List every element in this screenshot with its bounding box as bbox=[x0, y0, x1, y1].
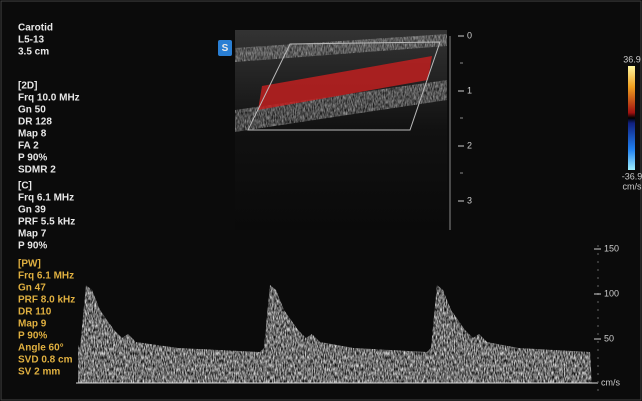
color-min: -36.9 bbox=[622, 171, 642, 181]
parameter: Frq 6.1 MHz bbox=[18, 193, 74, 204]
velocity-label: 150 bbox=[604, 243, 619, 253]
parameter: P 90% bbox=[18, 153, 47, 164]
parameter: P 90% bbox=[18, 241, 47, 252]
parameter: P 90% bbox=[18, 331, 47, 342]
velocity-unit: cm/s bbox=[601, 377, 620, 387]
parameter: Gn 39 bbox=[18, 205, 46, 216]
section-title: [PW] bbox=[18, 259, 41, 270]
parameter: Map 9 bbox=[18, 319, 47, 330]
parameter: FA 2 bbox=[18, 141, 39, 152]
tissue-layer bbox=[235, 34, 447, 62]
parameter: PRF 8.0 kHz bbox=[18, 295, 75, 306]
parameter: Map 7 bbox=[18, 229, 47, 240]
parameter: Gn 50 bbox=[18, 105, 46, 116]
parameter: SVD 0.8 cm bbox=[18, 355, 73, 366]
icon-badge bbox=[218, 40, 232, 56]
color-unit: cm/s bbox=[623, 181, 642, 191]
header-probe: L5-13 bbox=[18, 35, 45, 46]
depth-label: 1 bbox=[467, 85, 472, 95]
color-bar bbox=[628, 66, 635, 170]
depth-label: 0 bbox=[467, 30, 472, 40]
section-title: [C] bbox=[18, 181, 32, 192]
depth-label: 3 bbox=[467, 195, 472, 205]
parameter: DR 110 bbox=[18, 307, 52, 318]
parameter: DR 128 bbox=[18, 117, 52, 128]
spectral-waveform bbox=[78, 285, 592, 383]
parameter: SDMR 2 bbox=[18, 165, 56, 176]
parameter: PRF 5.5 kHz bbox=[18, 217, 75, 228]
header-depth: 3.5 cm bbox=[18, 47, 49, 58]
parameter: Frq 10.0 MHz bbox=[18, 93, 80, 104]
velocity-label: 50 bbox=[604, 333, 614, 343]
color-box bbox=[247, 41, 441, 131]
parameter: Map 8 bbox=[18, 129, 47, 140]
parameter: Gn 47 bbox=[18, 283, 46, 294]
depth-label: 2 bbox=[467, 140, 472, 150]
parameter: Frq 6.1 MHz bbox=[18, 271, 74, 282]
velocity-label: 100 bbox=[604, 288, 619, 298]
color-max: 36.9 bbox=[623, 54, 641, 64]
parameter: SV 2 mm bbox=[18, 367, 60, 378]
section-title: [2D] bbox=[18, 81, 37, 92]
color-flow bbox=[258, 56, 432, 110]
header-preset: Carotid bbox=[18, 23, 53, 34]
icon: S bbox=[222, 43, 229, 54]
tissue-layer bbox=[235, 80, 447, 132]
parameter: Angle 60° bbox=[18, 343, 64, 354]
